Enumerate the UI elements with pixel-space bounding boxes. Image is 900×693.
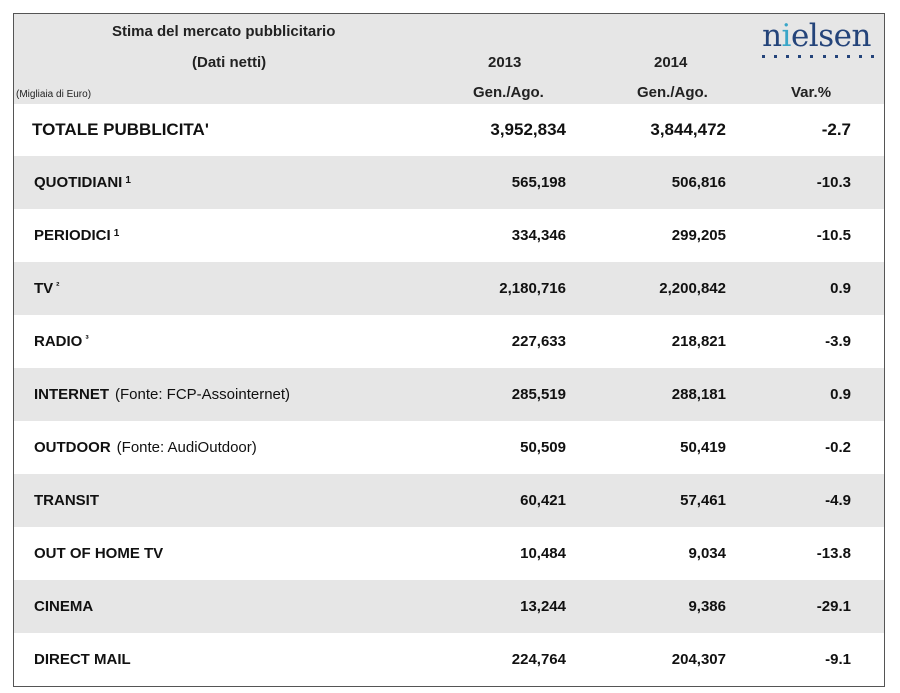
table-row: TV ² 2,180,716 2,200,842 0.9	[14, 262, 884, 315]
nielsen-logo-text: nielsen	[762, 18, 871, 54]
column-header-2013-period: Gen./Ago.	[473, 84, 544, 101]
table-row: QUOTIDIANI 1 565,198 506,816 -10.3	[14, 156, 884, 209]
table-row: RADIO ³ 227,633 218,821 -3.9	[14, 315, 884, 368]
value-var: -4.9	[825, 492, 851, 509]
value-var: -13.8	[816, 545, 851, 562]
row-label: TRANSIT	[34, 474, 99, 527]
row-label: OUTDOOR (Fonte: AudiOutdoor)	[34, 421, 257, 474]
table-row: INTERNET (Fonte: FCP-Assointernet) 285,51…	[14, 368, 884, 421]
table-row: DIRECT MAIL 224,764 204,307 -9.1	[14, 633, 884, 686]
value-2013: 285,519	[511, 386, 566, 403]
value-2014: 299,205	[671, 227, 726, 244]
value-2014: 506,816	[671, 174, 726, 191]
value-2013: 224,764	[511, 651, 566, 668]
value-2013: 227,633	[511, 333, 566, 350]
row-label: RADIO ³	[34, 315, 89, 368]
value-2013: 334,346	[511, 227, 566, 244]
nielsen-logo: nielsen	[759, 18, 874, 68]
value-2013: 10,484	[520, 545, 566, 562]
row-label: OUT OF HOME TV	[34, 527, 163, 580]
value-2013: 13,244	[520, 598, 566, 615]
value-2013: 50,509	[520, 439, 566, 456]
footnote-marker: ²	[56, 281, 60, 292]
table-body: TOTALE PUBBLICITA' 3,952,834 3,844,472 -…	[14, 104, 884, 686]
value-2014: 218,821	[671, 333, 726, 350]
media-name: PERIODICI	[34, 227, 111, 244]
media-rows: QUOTIDIANI 1 565,198 506,816 -10.3 PERIODICI 1…	[14, 156, 884, 686]
value-2014: 9,034	[688, 545, 726, 562]
column-header-2013-year: 2013	[488, 54, 522, 71]
footnote-marker: ³	[85, 334, 89, 345]
table-subtitle: (Dati netti)	[192, 54, 267, 71]
row-label: TV ²	[34, 262, 60, 315]
row-label: PERIODICI 1	[34, 209, 119, 262]
media-name: OUTDOOR	[34, 439, 111, 456]
row-label: TOTALE PUBBLICITA'	[32, 120, 209, 139]
value-2013: 60,421	[520, 492, 566, 509]
media-name: TRANSIT	[34, 492, 99, 509]
value-var: -3.9	[825, 333, 851, 350]
value-2014: 9,386	[688, 598, 726, 615]
table-row: PERIODICI 1 334,346 299,205 -10.5	[14, 209, 884, 262]
value-2013: 565,198	[511, 174, 566, 191]
media-name: CINEMA	[34, 598, 94, 615]
value-var: -10.5	[816, 227, 851, 244]
value-2014: 57,461	[680, 492, 726, 509]
column-header-2014-period: Gen./Ago.	[637, 84, 708, 101]
media-name: RADIO	[34, 333, 83, 350]
value-var: 0.9	[830, 280, 851, 297]
value-var: -2.7	[821, 120, 851, 139]
row-label: INTERNET (Fonte: FCP-Assointernet)	[34, 368, 290, 421]
table-row: CINEMA 13,244 9,386 -29.1	[14, 580, 884, 633]
table-row: OUT OF HOME TV 10,484 9,034 -13.8	[14, 527, 884, 580]
column-header-2014-year: 2014	[654, 54, 688, 71]
footnote-marker: 1	[113, 228, 120, 239]
data-source: (Fonte: FCP-Assointernet)	[115, 386, 291, 403]
row-label: DIRECT MAIL	[34, 633, 131, 686]
table-row-total: TOTALE PUBBLICITA' 3,952,834 3,844,472 -…	[14, 104, 884, 156]
value-var: -29.1	[816, 598, 851, 615]
media-name: QUOTIDIANI	[34, 174, 123, 191]
data-source: (Fonte: AudiOutdoor)	[116, 439, 257, 456]
media-name: OUT OF HOME TV	[34, 545, 164, 562]
row-label: QUOTIDIANI 1	[34, 156, 131, 209]
table-row: OUTDOOR (Fonte: AudiOutdoor) 50,509 50,419 -…	[14, 421, 884, 474]
table-title: Stima del mercato pubblicitario	[112, 23, 336, 40]
column-header-var: Var.%	[791, 84, 832, 101]
footnote-marker: 1	[125, 175, 131, 186]
value-2014: 50,419	[680, 439, 726, 456]
value-var: -10.3	[816, 174, 851, 191]
value-2014: 3,844,472	[650, 120, 726, 139]
value-2014: 2,200,842	[659, 280, 726, 297]
advertising-market-table: Stima del mercato pubblicitario (Dati ne…	[13, 13, 885, 687]
value-var: -0.2	[825, 439, 851, 456]
media-name: DIRECT MAIL	[34, 651, 131, 668]
value-2014: 288,181	[671, 386, 726, 403]
media-name: INTERNET	[34, 386, 109, 403]
table-header: Stima del mercato pubblicitario (Dati ne…	[14, 14, 884, 104]
value-2013: 2,180,716	[499, 280, 566, 297]
row-label: CINEMA	[34, 580, 93, 633]
value-2014: 204,307	[671, 651, 726, 668]
value-var: -9.1	[825, 651, 851, 668]
value-var: 0.9	[830, 386, 851, 403]
unit-note: (Migliaia di Euro)	[16, 89, 92, 100]
nielsen-logo-dots	[762, 55, 874, 58]
media-name: TV	[34, 280, 54, 297]
table-row: TRANSIT 60,421 57,461 -4.9	[14, 474, 884, 527]
value-2013: 3,952,834	[490, 120, 566, 139]
